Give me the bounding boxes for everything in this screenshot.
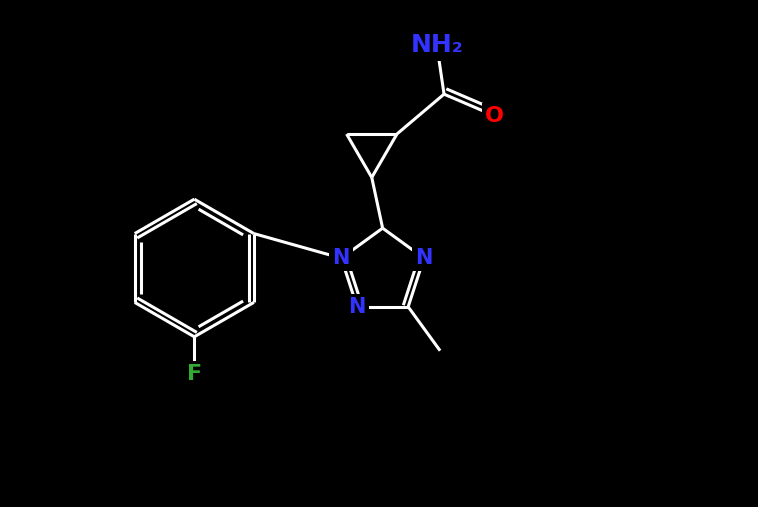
Text: N: N (415, 248, 433, 268)
Text: F: F (186, 365, 202, 384)
Text: NH₂: NH₂ (410, 33, 463, 57)
Text: N: N (349, 297, 366, 317)
Text: N: N (333, 248, 350, 268)
Text: O: O (485, 106, 504, 126)
